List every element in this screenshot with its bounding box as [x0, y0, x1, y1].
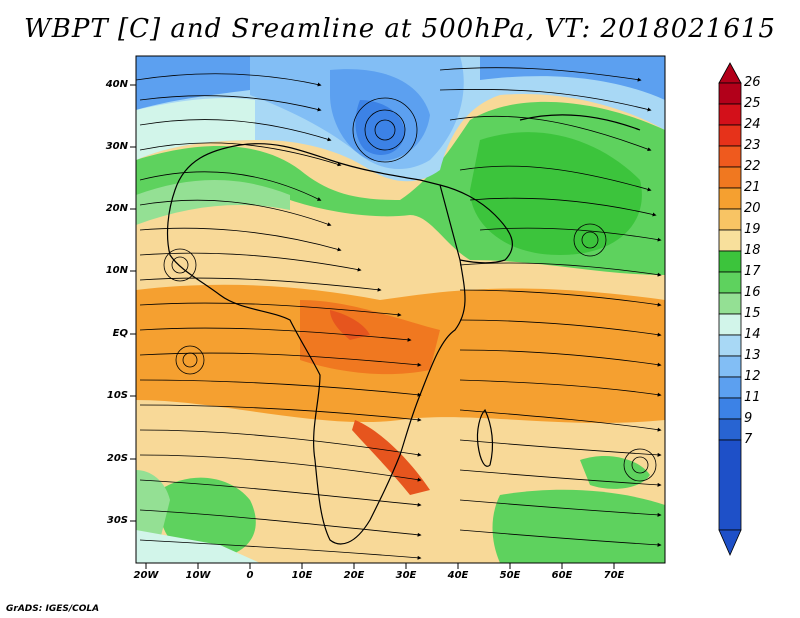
colorbar-bottom-arrow [718, 529, 742, 556]
colorbar-label: 22 [744, 159, 761, 174]
colorbar-label: 26 [744, 75, 761, 90]
lat-label: 30N [105, 141, 128, 152]
lat-label: 10S [106, 390, 128, 401]
lon-label: 50E [499, 570, 521, 581]
colorbar-label: 17 [744, 264, 761, 279]
colorbar-swatch [718, 124, 742, 147]
colorbar-label: 25 [744, 96, 761, 111]
colorbar-label: 7 [744, 432, 753, 447]
colorbar-swatch [718, 82, 742, 105]
colorbar-swatch [718, 103, 742, 126]
colorbar-swatch [718, 376, 742, 399]
lat-label: 20S [106, 453, 128, 464]
colorbar-swatch [718, 439, 742, 531]
lon-label: 10W [185, 570, 211, 581]
colorbar-swatch [718, 250, 742, 273]
colorbar-label: 11 [744, 390, 761, 405]
colorbar-swatch [718, 229, 742, 252]
plot-frame [135, 55, 666, 564]
map-title: WBPT [C] and Sreamline at 500hPa, VT: 20… [24, 14, 776, 44]
colorbar-swatch [718, 187, 742, 210]
wbpt-shading [136, 56, 665, 563]
colorbar-swatch [718, 313, 742, 336]
colorbar [718, 62, 742, 556]
lat-label: 30S [106, 515, 128, 526]
credit-text: GrADS: IGES/COLA [6, 604, 100, 614]
lat-label: EQ [112, 328, 128, 339]
streamlines [136, 67, 662, 560]
lat-label: 20N [105, 203, 128, 214]
colorbar-swatch [718, 355, 742, 378]
colorbar-swatch [718, 166, 742, 189]
axis-ticks [130, 84, 615, 569]
colorbar-swatch [718, 418, 742, 441]
lon-label: 20E [343, 570, 365, 581]
colorbar-label: 15 [744, 306, 761, 321]
colorbar-swatch [718, 292, 742, 315]
colorbar-label: 24 [744, 117, 761, 132]
colorbar-label: 12 [744, 369, 761, 384]
lon-label: 10E [291, 570, 313, 581]
colorbar-top-arrow [718, 62, 742, 84]
colorbar-label: 23 [744, 138, 761, 153]
lon-label: 40E [447, 570, 469, 581]
lon-label: 60E [551, 570, 573, 581]
colorbar-swatch [718, 334, 742, 357]
colorbar-label: 16 [744, 285, 761, 300]
coastlines [166, 114, 641, 545]
lon-label: 30E [395, 570, 417, 581]
colorbar-swatch [718, 145, 742, 168]
colorbar-label: 9 [744, 411, 753, 426]
lat-label: 40N [105, 79, 128, 90]
lon-label: 70E [603, 570, 625, 581]
colorbar-swatch [718, 397, 742, 420]
lat-label: 10N [105, 265, 128, 276]
colorbar-label: 13 [744, 348, 761, 363]
lon-label: 0 [246, 570, 254, 581]
colorbar-label: 14 [744, 327, 761, 342]
colorbar-label: 20 [744, 201, 761, 216]
colorbar-swatch [718, 208, 742, 231]
colorbar-label: 18 [744, 243, 761, 258]
colorbar-label: 19 [744, 222, 761, 237]
lon-label: 20W [133, 570, 159, 581]
colorbar-swatch [718, 271, 742, 294]
colorbar-label: 21 [744, 180, 761, 195]
